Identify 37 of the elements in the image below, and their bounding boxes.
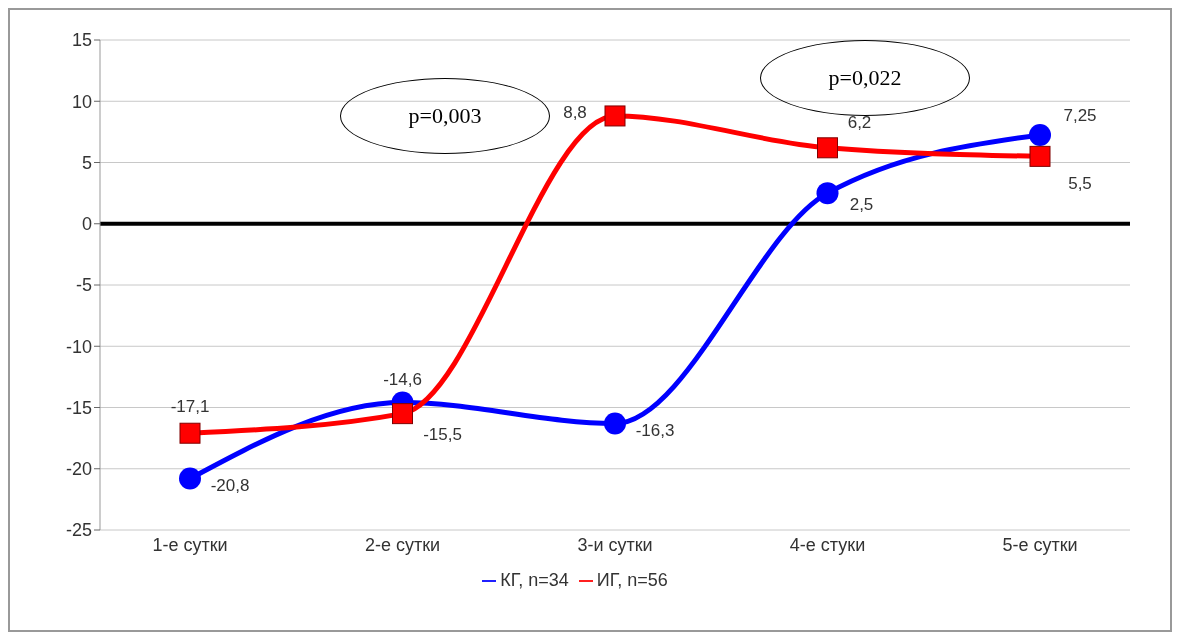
data-label: -16,3	[635, 420, 675, 440]
y-tick-label: -15	[65, 397, 92, 418]
data-label: -20,8	[210, 476, 250, 496]
y-tick-label: 0	[81, 214, 92, 235]
y-tick-label: -20	[65, 459, 92, 480]
data-label: 7,25	[1063, 106, 1097, 126]
y-tick-label: -10	[65, 336, 92, 357]
x-tick-label: 2-е сутки	[364, 534, 441, 555]
y-tick-label: -5	[75, 275, 92, 296]
point	[179, 422, 201, 444]
legend-label: КГ, n=34	[500, 570, 569, 590]
y-tick-label: 5	[81, 152, 92, 173]
point	[1029, 145, 1051, 167]
y-tick-label: 15	[71, 30, 92, 51]
point	[604, 105, 626, 127]
data-label: -17,1	[170, 396, 210, 416]
point	[604, 412, 626, 435]
data-label: -15,5	[423, 425, 462, 445]
x-tick-label: 4-е стуки	[789, 534, 866, 555]
data-label: 5,5	[1068, 173, 1092, 193]
y-tick-label: -25	[65, 520, 92, 541]
x-tick-label: 3-и сутки	[577, 534, 653, 555]
annotation: p=0,003	[408, 103, 482, 129]
legend-label: ИГ, n=56	[596, 570, 668, 590]
point	[1029, 123, 1051, 146]
data-label: 6,2	[847, 113, 872, 133]
data-label: 8,8	[563, 103, 587, 123]
x-tick-label: 5-е сутки	[1002, 534, 1078, 555]
data-label: 2,5	[849, 194, 874, 214]
point	[817, 137, 838, 159]
point	[179, 467, 201, 490]
annotation: p=0,022	[828, 65, 902, 91]
data-label: -14,6	[383, 370, 422, 390]
point	[816, 182, 839, 205]
point	[392, 403, 413, 425]
y-tick-label: 10	[71, 91, 92, 112]
x-tick-label: 1-е сутки	[152, 534, 228, 555]
